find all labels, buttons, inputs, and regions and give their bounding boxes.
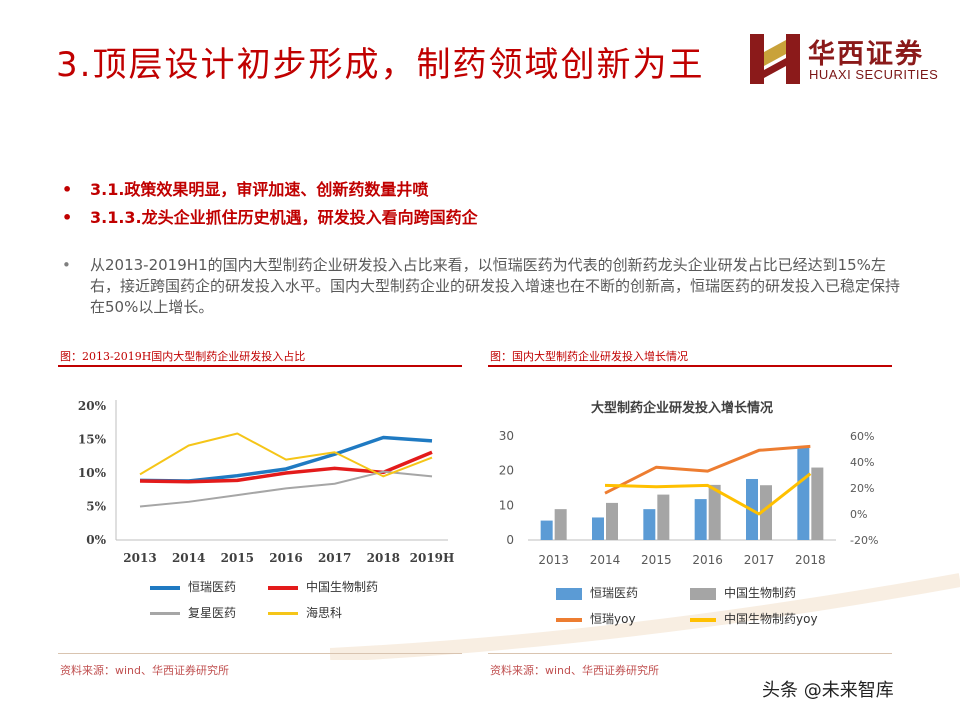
legend-swatch: [690, 617, 716, 622]
y-left-tick-label: 30: [499, 429, 514, 443]
x-tick-label: 2013: [123, 551, 156, 565]
y-left-tick-label: 0: [506, 533, 514, 547]
x-tick-label: 2016: [269, 551, 302, 565]
legend-swatch: [150, 612, 180, 615]
legend-item-hengrui: 恒瑞医药: [150, 578, 236, 595]
rd-ratio-line-chart: 0% 5% 10% 15% 20% 2013 2014 2015 2016 2017 2018 201…: [78, 399, 455, 565]
series-line-3: [139, 470, 433, 508]
series-line-4: [139, 432, 433, 478]
x-tick-label: 2013: [538, 553, 569, 567]
yoy-line-1: [604, 444, 811, 495]
legend-label: 中国生物制药: [724, 586, 797, 600]
bar-series-2: [760, 485, 772, 540]
bar-series-1: [694, 499, 707, 540]
decorative-swoosh: [330, 573, 960, 660]
left-source-rule: [58, 653, 462, 654]
legend-label: 复星医药: [188, 606, 237, 620]
bullet-2: • 3.1.3.龙头企业抓住历史机遇，研发投入看向跨国药企: [62, 204, 478, 228]
right-chart-caption: 图：国内大型制药企业研发投入增长情况: [490, 350, 688, 363]
x-tick-label: 2014: [590, 553, 621, 567]
legend-label: 恒瑞医药: [188, 580, 237, 594]
y-tick-label: 15%: [78, 433, 107, 447]
paragraph-marker: •: [62, 256, 71, 274]
watermark: 头条 @未来智库: [762, 680, 894, 701]
legend-item-cbpharma-yoy: 中国生物制药yoy: [690, 610, 818, 627]
y-tick-label: 0%: [86, 533, 106, 547]
left-chart-caption: 图：2013-2019H国内大型制药企业研发投入占比: [60, 350, 306, 363]
bullet-1-text: 3.1.政策效果明显，审评加速、创新药数量井喷: [90, 180, 429, 199]
legend-item-hengrui-yoy: 恒瑞yoy: [556, 610, 636, 627]
x-tick-label: 2016: [692, 553, 723, 567]
legend-label: 恒瑞yoy: [590, 612, 636, 626]
y-right-tick-label: 60%: [850, 430, 874, 443]
x-tick-label: 2019H: [410, 551, 455, 565]
legend-item-cbpharma: 中国生物制药: [268, 578, 378, 595]
right-source-rule: [488, 653, 892, 654]
right-source-note: 资料来源：wind、华西证券研究所: [490, 664, 660, 677]
left-source-note: 资料来源：wind、华西证券研究所: [60, 664, 230, 677]
bar-series-2: [708, 484, 721, 540]
x-tick-label: 2014: [172, 551, 205, 565]
right-caption-rule: [488, 365, 892, 367]
y-left-tick-label: 20: [499, 464, 514, 478]
huaxi-logo: 华西证券 HUAXI SECURITIES: [748, 30, 948, 88]
legend-swatch: [268, 585, 298, 590]
x-tick-label: 2017: [744, 553, 775, 567]
legend-label: 中国生物制药yoy: [724, 612, 818, 626]
y-right-tick-label: 20%: [850, 482, 874, 495]
huaxi-logo-icon: [750, 34, 800, 84]
bar-series-2: [606, 502, 618, 540]
legend-label: 海思科: [306, 606, 343, 620]
legend-item-hengrui-bar: 恒瑞医药: [556, 584, 638, 601]
legend-swatch: [556, 617, 582, 622]
chart-title: 大型制药企业研发投入增长情况: [591, 400, 773, 416]
x-tick-label: 2018: [367, 551, 400, 565]
legend-item-fosun: 复星医药: [150, 604, 236, 621]
y-right-tick-label: 0%: [850, 508, 867, 521]
y-tick-label: 5%: [86, 500, 106, 514]
bar-series-2: [811, 467, 824, 540]
logo-english-text: HUAXI SECURITIES: [809, 67, 939, 82]
x-tick-label: 2015: [221, 551, 254, 565]
y-right-tick-label: 40%: [850, 456, 874, 469]
rd-growth-combo-chart: 大型制药企业研发投入增长情况 0 10 20 30 -20% 0% 20% 40% 60% 2013…: [499, 400, 879, 567]
left-caption-rule: [58, 365, 462, 367]
legend-item-cbpharma-bar: 中国生物制药: [690, 584, 796, 601]
body-paragraph: • 从2013-2019H1的国内大型制药企业研发投入占比来看，以恒瑞医药为代表…: [62, 255, 912, 318]
x-tick-label: 2017: [318, 551, 351, 565]
logo-chinese-text: 华西证券: [808, 39, 924, 70]
bar-series-1: [592, 517, 604, 540]
y-left-tick-label: 10: [499, 498, 514, 512]
y-right-tick-label: -20%: [850, 534, 878, 547]
bar-series-2: [657, 494, 670, 540]
bullet-1: • 3.1.政策效果明显，审评加速、创新药数量井喷: [62, 176, 428, 200]
bullet-marker: •: [62, 208, 73, 227]
y-tick-label: 10%: [78, 466, 107, 480]
x-tick-label: 2015: [641, 553, 672, 567]
yoy-line-2: [604, 472, 812, 516]
series-line-2: [139, 450, 433, 484]
bar-series-2: [554, 509, 567, 540]
bar-series-1: [643, 509, 656, 540]
bullet-2-text: 3.1.3.龙头企业抓住历史机遇，研发投入看向跨国药企: [90, 208, 478, 227]
bullet-marker: •: [62, 180, 73, 199]
legend-swatch: [268, 612, 298, 615]
bar-series-1: [540, 520, 553, 540]
y-tick-label: 20%: [78, 399, 107, 413]
legend-label: 恒瑞医药: [590, 586, 639, 600]
legend-label: 中国生物制药: [306, 580, 379, 594]
legend-item-hansoh: 海思科: [268, 604, 342, 621]
paragraph-text: 从2013-2019H1的国内大型制药企业研发投入占比来看，以恒瑞医药为代表的创…: [90, 256, 901, 316]
legend-swatch: [690, 587, 716, 600]
page-title: 3.顶层设计初步形成，制药领域创新为王: [56, 45, 705, 85]
bar-series-1: [797, 447, 810, 540]
x-tick-label: 2018: [795, 553, 826, 567]
legend-swatch: [556, 587, 582, 600]
legend-swatch: [150, 585, 180, 590]
